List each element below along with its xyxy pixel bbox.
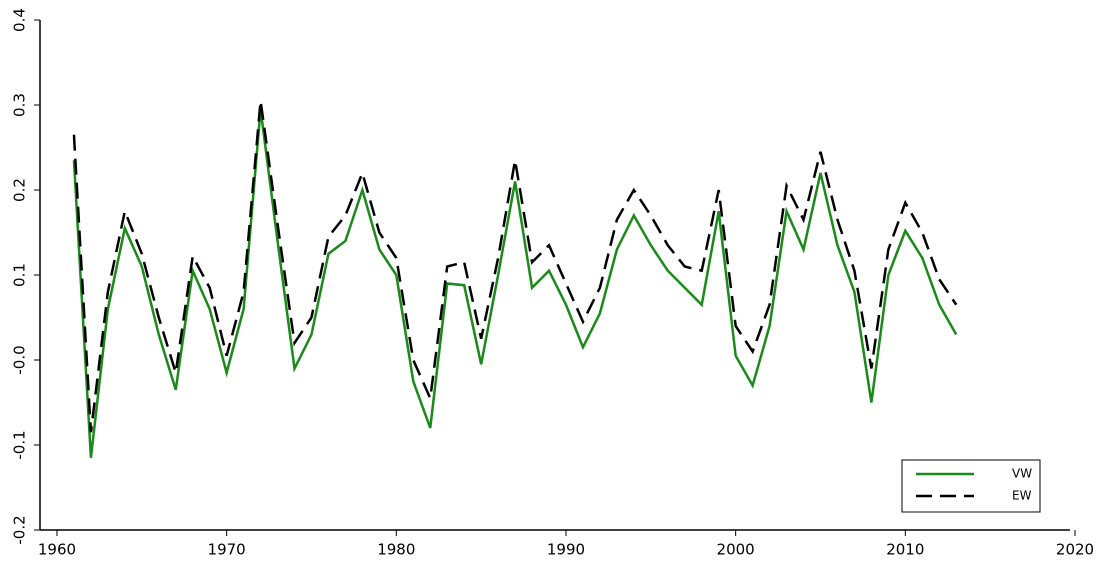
x-tick-label: 1970 [208, 541, 246, 559]
y-tick-label: 0.4 [11, 8, 29, 32]
y-tick-label: -0.2 [11, 515, 29, 544]
y-tick-label: -0.0 [11, 345, 29, 374]
y-tick-label: 0.2 [11, 178, 29, 202]
legend: VW EW [901, 459, 1041, 513]
x-tick-label: 1980 [377, 541, 415, 559]
y-tick-label: -0.1 [11, 430, 29, 459]
x-tick-label: 2020 [1056, 541, 1094, 559]
x-tick-label: 1990 [547, 541, 585, 559]
x-tick-label: 1960 [38, 541, 76, 559]
legend-box [901, 459, 1041, 513]
legend-label: VW [1012, 467, 1032, 481]
series-line [72, 100, 958, 433]
y-tick-label: 0.1 [11, 263, 29, 287]
series-line [72, 109, 958, 458]
x-tick-label: 2000 [717, 541, 755, 559]
legend-label: EW [1012, 489, 1032, 503]
x-tick-label: 2010 [886, 541, 924, 559]
y-tick-label: 0.3 [11, 93, 29, 117]
